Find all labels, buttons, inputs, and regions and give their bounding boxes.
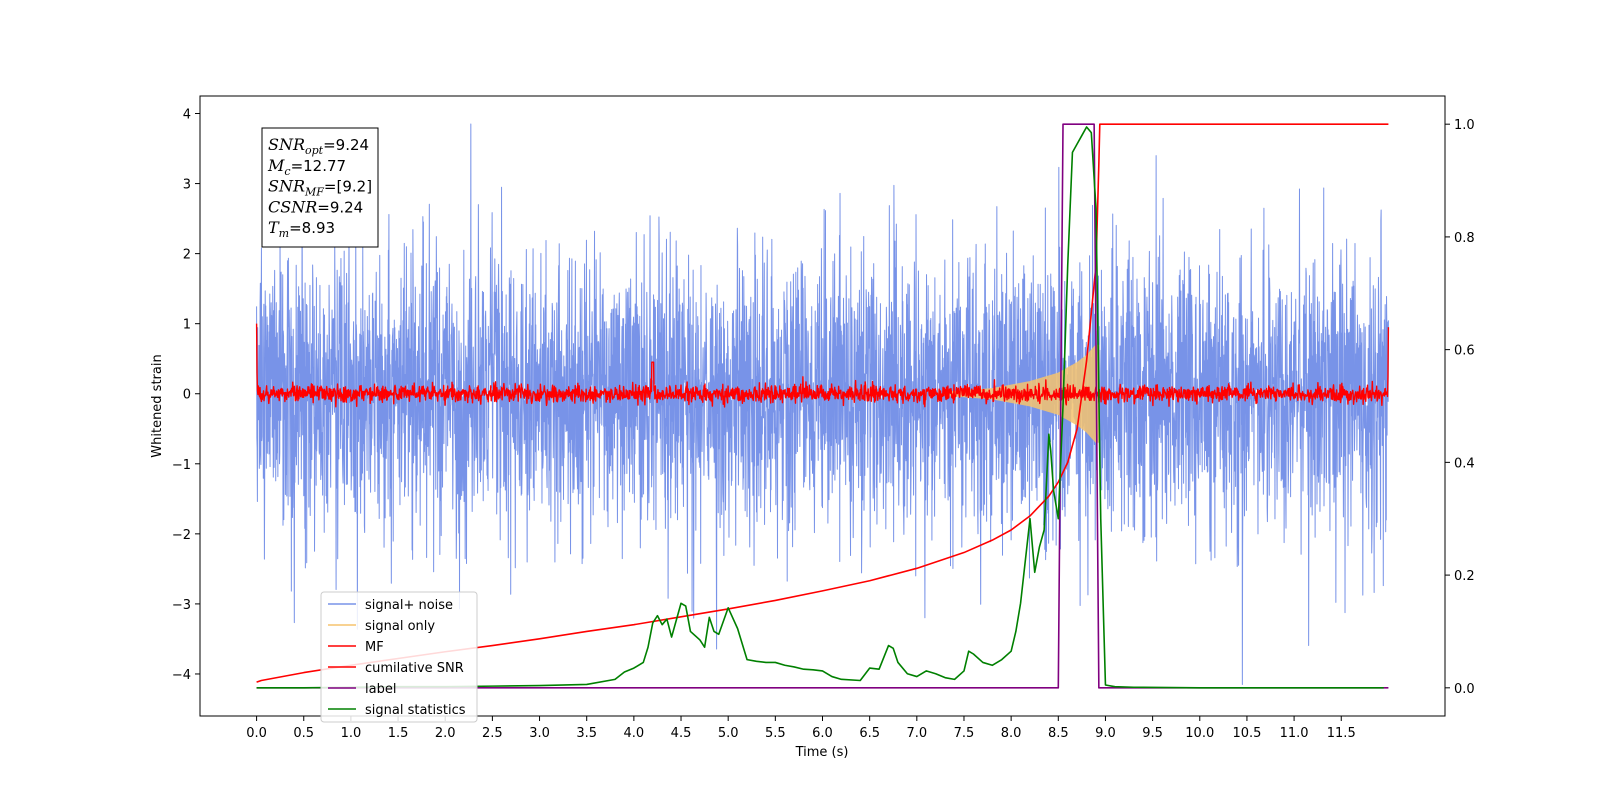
- x-tick-label: 11.0: [1280, 726, 1309, 741]
- series-signal-noise-line: [256, 123, 1389, 685]
- x-tick-label: 5.5: [765, 726, 786, 741]
- x-tick-label: 7.0: [906, 726, 927, 741]
- y-tick-label: 0: [183, 388, 191, 403]
- x-tick-label: 6.0: [812, 726, 833, 741]
- annotation-subscript: MF: [304, 186, 324, 199]
- x-tick-label: 10.0: [1185, 726, 1214, 741]
- annotation-variable: CSNR: [268, 197, 317, 216]
- y-right-tick-label: 1.0: [1454, 118, 1475, 133]
- annotation-value: =9.24: [317, 198, 363, 216]
- x-tick-label: 3.0: [529, 726, 550, 741]
- annotation-value: =[9.2]: [324, 178, 372, 196]
- annotation-variable: T: [268, 218, 280, 237]
- annotation-line: SNRopt=9.24: [268, 135, 369, 157]
- y-tick-label: 3: [183, 178, 191, 193]
- x-axis-label: Time (s): [795, 745, 849, 760]
- y-axis-label: Whitened strain: [150, 354, 165, 457]
- y-tick-label: 4: [183, 108, 191, 123]
- x-tick-label: 8.5: [1048, 726, 1069, 741]
- annotation-frame: [261, 127, 379, 248]
- annotation-subscript: opt: [305, 144, 324, 157]
- legend-label: MF: [365, 640, 384, 655]
- annotation-variable: SNR: [268, 177, 305, 196]
- x-tick-label: 6.5: [859, 726, 880, 741]
- x-tick-label: 0.5: [293, 726, 314, 741]
- y-tick-label: −1: [172, 458, 191, 473]
- x-tick-label: 5.0: [718, 726, 739, 741]
- annotation-line: SNRMF=[9.2]: [268, 177, 372, 199]
- y-right-tick-label: 0.2: [1454, 569, 1475, 584]
- legend-frame: [320, 591, 478, 723]
- annotation-value: =8.93: [289, 219, 335, 237]
- x-tick-label: 1.5: [388, 726, 409, 741]
- x-tick-label: 0.0: [246, 726, 267, 741]
- annotation-variable: SNR: [268, 135, 305, 154]
- annotation-variable: M: [267, 156, 285, 175]
- x-tick-label: 9.5: [1142, 726, 1163, 741]
- x-tick-label: 1.0: [341, 726, 362, 741]
- annotation-line: CSNR=9.24: [268, 197, 363, 216]
- series-mf-line: [255, 323, 1390, 408]
- legend-label: cumilative SNR: [365, 661, 464, 676]
- legend-label: signal+ noise: [365, 598, 453, 613]
- y-tick-label: 1: [183, 318, 191, 333]
- annotation-subscript: c: [284, 165, 290, 178]
- series-signal-statistics-line: [256, 126, 1384, 689]
- annotation-value: =9.24: [323, 136, 369, 154]
- x-tick-label: 11.5: [1327, 726, 1356, 741]
- y-tick-label: −3: [172, 598, 191, 613]
- x-tick-label: 3.5: [576, 726, 597, 741]
- x-tick-label: 7.5: [954, 726, 975, 741]
- x-tick-label: 4.0: [624, 726, 645, 741]
- x-tick-label: 9.0: [1095, 726, 1116, 741]
- annotation-subscript: m: [279, 227, 289, 240]
- y-right-tick-label: 0.6: [1454, 344, 1475, 359]
- x-tick-label: 8.0: [1001, 726, 1022, 741]
- legend-label: signal only: [365, 619, 435, 634]
- x-tick-label: 10.5: [1232, 726, 1261, 741]
- annotation-box: SNRopt=9.24Mc=12.77SNRMF=[9.2]CSNR=9.24T…: [261, 127, 379, 248]
- y-right-tick-label: 0.8: [1454, 231, 1475, 246]
- y-tick-label: −4: [172, 668, 191, 683]
- legend-label: label: [365, 682, 396, 697]
- x-tick-label: 2.0: [435, 726, 456, 741]
- y-right-tick-label: 0.0: [1454, 682, 1475, 697]
- axes-layer: 0.0 0.5 1.0 1.5 2.0 2.5 3.0 3.5 4.0 4.5 5.0 5.5 6.0 6…: [172, 108, 1475, 741]
- x-tick-label: 4.5: [671, 726, 692, 741]
- annotation-value: =12.77: [291, 157, 347, 175]
- y-tick-label: 2: [183, 248, 191, 263]
- annotation-line: Tm=8.93: [268, 218, 335, 240]
- annotation-line: Mc=12.77: [267, 156, 346, 178]
- legend: signal+ noise signal only MF cumilative SNR…: [320, 591, 478, 723]
- x-tick-label: 2.5: [482, 726, 503, 741]
- y-tick-label: −2: [172, 528, 191, 543]
- legend-label: signal statistics: [365, 703, 466, 718]
- y-right-tick-label: 0.4: [1454, 456, 1475, 471]
